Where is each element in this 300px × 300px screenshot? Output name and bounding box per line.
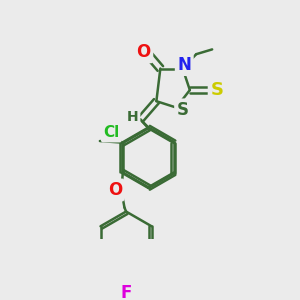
Text: O: O: [136, 43, 151, 61]
Text: O: O: [108, 181, 122, 199]
Text: S: S: [177, 101, 189, 119]
Text: F: F: [120, 284, 132, 300]
Text: H: H: [127, 110, 138, 124]
Text: N: N: [177, 56, 191, 74]
Text: S: S: [210, 81, 224, 99]
Text: Cl: Cl: [103, 125, 119, 140]
